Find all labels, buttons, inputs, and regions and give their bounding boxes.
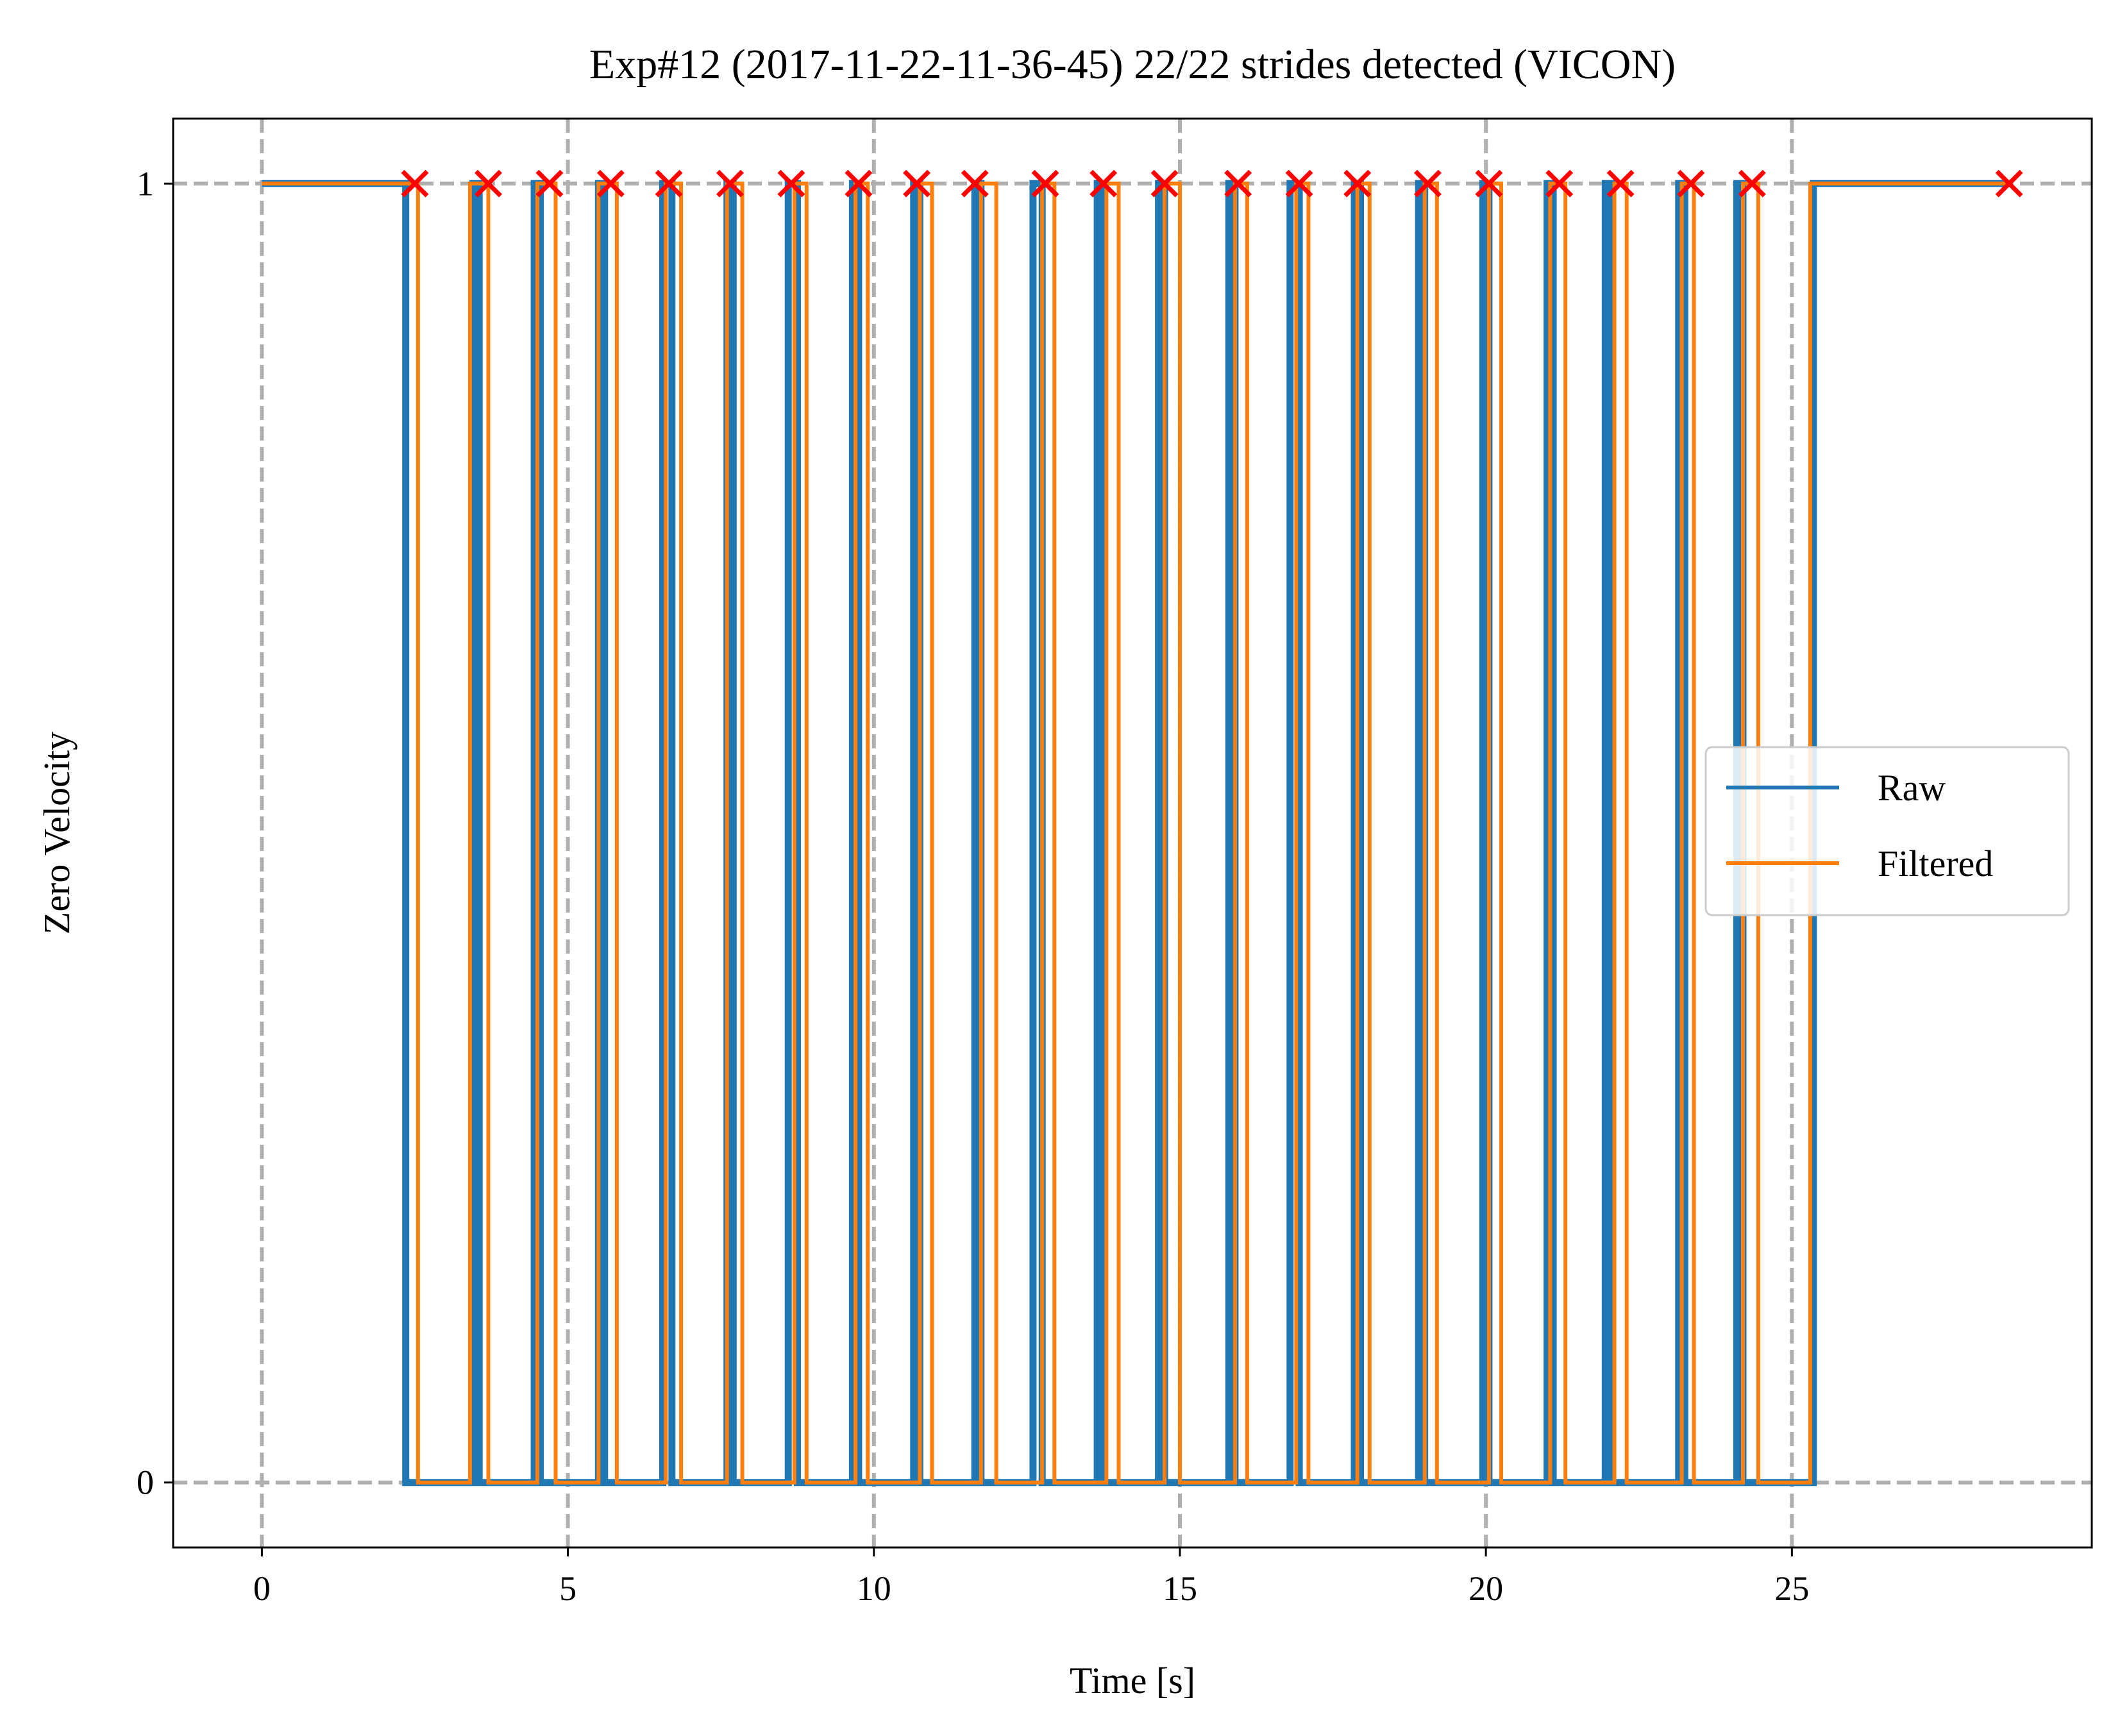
stride-marker <box>1738 169 1766 198</box>
marker-stroke <box>961 169 989 198</box>
stride-marker <box>1150 169 1179 198</box>
stride-marker <box>535 169 564 198</box>
stride-marker <box>1475 169 1503 198</box>
x-tick-label: 5 <box>559 1569 576 1608</box>
marker-stroke <box>1606 169 1635 198</box>
stride-marker <box>1545 169 1574 198</box>
x-tick-label: 0 <box>253 1569 271 1608</box>
stride-marker <box>401 169 429 198</box>
stride-marker <box>903 169 931 198</box>
marker-stroke <box>1285 169 1313 198</box>
stride-marker <box>716 169 744 198</box>
legend: Raw Filtered <box>1704 746 2070 916</box>
marker-stroke <box>1475 169 1503 198</box>
marker-stroke <box>845 169 873 198</box>
stride-marker <box>961 169 989 198</box>
stride-marker <box>1224 169 1252 198</box>
y-tick-label: 1 <box>137 164 154 203</box>
marker-stroke <box>401 169 429 198</box>
marker-stroke <box>1343 169 1372 198</box>
stride-marker <box>596 169 625 198</box>
tick-layer: 0 5 10 15 20 25 0 1 <box>137 164 1809 1608</box>
marker-stroke <box>655 169 683 198</box>
stride-marker <box>1031 169 1059 198</box>
x-axis-label: Time [s] <box>1070 1660 1195 1701</box>
y-axis-label: Zero Velocity <box>36 732 78 934</box>
marker-stroke <box>1677 169 1705 198</box>
marker-stroke <box>903 169 931 198</box>
legend-raw-label: Raw <box>1878 767 1946 809</box>
stride-marker <box>777 169 805 198</box>
marker-stroke <box>1031 169 1059 198</box>
stride-markers <box>401 169 2023 198</box>
marker-stroke <box>1150 169 1179 198</box>
stride-marker <box>1995 169 2023 198</box>
legend-filtered-label: Filtered <box>1878 843 1993 884</box>
x-tick-label: 15 <box>1163 1569 1197 1608</box>
marker-stroke <box>535 169 564 198</box>
x-tick-label: 10 <box>857 1569 891 1608</box>
series-line-filtered <box>262 181 2012 1485</box>
stride-marker <box>1089 169 1118 198</box>
stride-marker <box>845 169 873 198</box>
marker-stroke <box>475 169 502 198</box>
marker-stroke <box>1545 169 1574 198</box>
x-tick-label: 25 <box>1774 1569 1809 1608</box>
y-tick-label: 0 <box>137 1463 154 1502</box>
marker-stroke <box>1224 169 1252 198</box>
stride-marker <box>655 169 683 198</box>
marker-stroke <box>1089 169 1118 198</box>
marker-stroke <box>1995 169 2023 198</box>
stride-marker <box>475 169 502 198</box>
chart-title: Exp#12 (2017-11-22-11-36-45) 22/22 strid… <box>589 41 1676 88</box>
stride-marker <box>1414 169 1442 198</box>
stride-marker <box>1606 169 1635 198</box>
marker-stroke <box>777 169 805 198</box>
stride-marker <box>1677 169 1705 198</box>
marker-stroke <box>1414 169 1442 198</box>
marker-stroke <box>1738 169 1766 198</box>
axes-frame <box>172 117 2093 1549</box>
x-tick-label: 20 <box>1468 1569 1503 1608</box>
stride-marker <box>1343 169 1372 198</box>
marker-stroke <box>596 169 625 198</box>
stride-marker <box>1285 169 1313 198</box>
marker-stroke <box>716 169 744 198</box>
